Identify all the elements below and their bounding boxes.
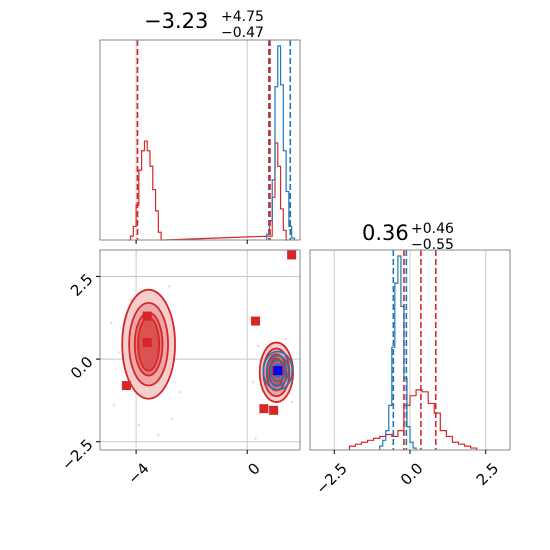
scatter-frame (99, 249, 301, 451)
blue-contour-0-level-1 (266, 354, 290, 387)
scatter-haze-point-7 (109, 321, 113, 324)
scatter-haze-point-1 (129, 298, 132, 301)
scatter-haze-point-10 (257, 344, 260, 348)
bottom-right-xtick-label-1: 0.0 (397, 459, 427, 489)
bottom-left-scatter-panel: −4 0 −2.5 0.0 2.5 (58, 249, 301, 488)
top-left-title-value: −3.23 (144, 9, 208, 33)
scatter-haze-point-13 (284, 338, 288, 341)
bottom-right-xtick-label-0: −2.5 (312, 459, 350, 497)
scatter-ytick-label-0: −2.5 (58, 436, 96, 474)
bottom-right-series-0-histogram (348, 389, 478, 450)
scatter-xtick-label-1: 0 (244, 459, 263, 478)
bottom-right-xtick-label-2: 2.5 (473, 459, 503, 489)
bottom-right-title: 0.36 +0.46 −0.55 (362, 221, 454, 253)
scatter-ytick-label-1: 0.0 (67, 353, 97, 383)
top-left-series-0-histogram (127, 140, 289, 241)
scatter-haze-point-12 (254, 437, 257, 440)
red-square-marker-2 (142, 311, 152, 321)
scatter-haze-point-14 (179, 390, 182, 394)
bottom-right-histogram-panel: −2.5 0.0 2.5 (309, 249, 511, 498)
scatter-haze-point-5 (157, 433, 160, 437)
scatter-haze-point-2 (168, 285, 171, 288)
scatter-haze-point-9 (251, 381, 254, 384)
scatter-haze-point-0 (118, 351, 121, 354)
top-left-histogram-panel (99, 39, 301, 244)
scatter-haze-point-4 (112, 404, 116, 407)
top-left-title-lower: −0.47 (221, 25, 264, 41)
scatter-haze-point-3 (171, 417, 174, 420)
bottom-right-series-1-histogram (379, 255, 417, 450)
scatter-xtick-label-0: −4 (124, 459, 152, 487)
top-left-title: −3.23 +4.75 −0.47 (144, 9, 264, 41)
top-left-frame (99, 39, 301, 241)
red-square-marker-3 (142, 338, 152, 348)
red-square-marker-1 (251, 316, 261, 326)
red-square-marker-0 (287, 250, 297, 260)
scatter-haze-point-11 (290, 400, 293, 404)
scatter-haze-point-8 (137, 424, 141, 427)
red-square-marker-6 (269, 405, 279, 415)
bottom-right-title-value: 0.36 (362, 221, 409, 245)
bottom-right-title-upper: +0.46 (411, 221, 454, 237)
top-left-series-1-histogram (266, 45, 296, 240)
blue-contour-0-level-2 (269, 359, 286, 383)
red-square-marker-4 (121, 381, 131, 391)
red-square-marker-5 (259, 404, 269, 414)
top-left-title-upper: +4.75 (221, 9, 264, 25)
blue-square-marker (273, 366, 283, 376)
scatter-ytick-label-2: 2.5 (67, 270, 97, 300)
blue-contour-0-level-0 (262, 350, 294, 391)
bottom-right-title-lower: −0.55 (411, 237, 454, 253)
